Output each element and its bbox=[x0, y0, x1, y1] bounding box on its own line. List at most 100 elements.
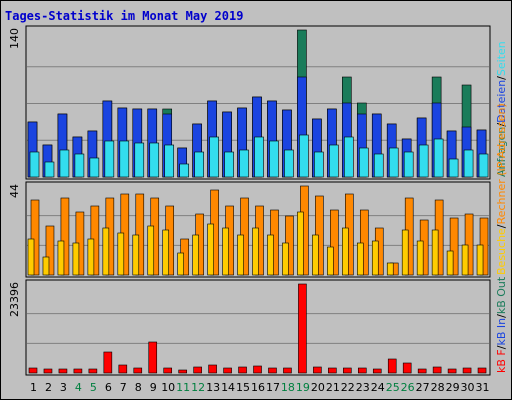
bar-seiten bbox=[29, 151, 40, 178]
legend-part: / bbox=[495, 314, 508, 318]
bar-kbytes bbox=[372, 368, 382, 374]
bar-kbytes bbox=[417, 368, 427, 374]
bar-besuche bbox=[222, 227, 229, 276]
legend-part: / bbox=[495, 76, 508, 80]
bar-seiten bbox=[194, 151, 204, 178]
bar-besuche bbox=[207, 223, 214, 276]
bar-besuche bbox=[386, 262, 394, 276]
bar-besuche bbox=[252, 227, 259, 276]
bar-rechner bbox=[330, 209, 339, 276]
bar-seiten bbox=[134, 142, 145, 178]
legend-part: Anfragen bbox=[495, 127, 508, 177]
bar-kbytes bbox=[313, 366, 322, 374]
day-label: 2 bbox=[45, 381, 52, 394]
bar-kbytes bbox=[462, 367, 472, 374]
day-label: 14 bbox=[221, 381, 235, 394]
bar-kbytes bbox=[447, 368, 457, 374]
day-label: 31 bbox=[476, 381, 490, 394]
bar-seiten bbox=[164, 144, 175, 178]
bar-besuche bbox=[461, 244, 469, 276]
legend-part: / bbox=[495, 345, 508, 349]
legend-part: Seiten bbox=[495, 41, 508, 76]
day-label: 24 bbox=[371, 381, 385, 394]
bar-seiten bbox=[149, 142, 160, 178]
y-max-label: 140 bbox=[8, 28, 21, 49]
legend-part: Dateien bbox=[495, 80, 508, 123]
bar-besuche bbox=[177, 252, 184, 276]
bar-rechner bbox=[464, 213, 474, 276]
legend-part: Rechner (IP-Adressen) bbox=[495, 103, 508, 224]
bar-kbytes bbox=[88, 368, 98, 374]
bar-besuche bbox=[162, 229, 170, 276]
day-label: 1 bbox=[30, 381, 37, 394]
bar-kbytes bbox=[268, 367, 277, 374]
bar-rechner bbox=[60, 197, 70, 276]
bar-seiten bbox=[89, 157, 100, 178]
day-label: 18 bbox=[281, 381, 295, 394]
bar-kbytes bbox=[208, 364, 217, 374]
day-label: 4 bbox=[75, 381, 82, 394]
day-label: 22 bbox=[341, 381, 355, 394]
bar-besuche bbox=[267, 234, 274, 276]
day-label: 13 bbox=[206, 381, 220, 394]
day-label: 9 bbox=[150, 381, 157, 394]
bar-kbytes bbox=[477, 367, 487, 374]
bar-kbytes bbox=[238, 366, 247, 374]
bar-besuche bbox=[371, 240, 379, 276]
legend-part: Besuche bbox=[495, 228, 508, 275]
day-label: 29 bbox=[446, 381, 460, 394]
bar-seiten bbox=[478, 153, 489, 178]
day-label: 30 bbox=[461, 381, 475, 394]
bar-kbytes bbox=[223, 367, 232, 374]
bar-rechner bbox=[45, 225, 55, 276]
bar-besuche bbox=[282, 242, 289, 276]
legend-part: kB In bbox=[495, 318, 508, 346]
bar-besuche bbox=[237, 234, 244, 276]
bar-kbytes bbox=[357, 367, 367, 374]
bar-besuche bbox=[446, 250, 454, 276]
bar-seiten bbox=[463, 149, 474, 178]
bar-seiten bbox=[358, 147, 369, 178]
chart-title: Tages-Statistik im Monat May 2019 bbox=[5, 9, 244, 23]
bar-kbytes bbox=[148, 341, 158, 374]
bar-kbytes bbox=[432, 366, 442, 374]
bar-besuche bbox=[476, 244, 484, 276]
day-label: 17 bbox=[266, 381, 280, 394]
bar-kbytes bbox=[328, 367, 337, 374]
bar-besuche bbox=[147, 225, 155, 276]
day-label: 5 bbox=[90, 381, 97, 394]
day-label: 28 bbox=[431, 381, 445, 394]
bar-seiten bbox=[448, 158, 459, 178]
day-label: 6 bbox=[105, 381, 112, 394]
bar-besuche bbox=[416, 240, 424, 276]
bar-rechner bbox=[359, 209, 369, 276]
bar-seiten bbox=[299, 134, 309, 178]
bar-kbytes bbox=[298, 283, 307, 374]
bar-seiten bbox=[59, 149, 70, 178]
series-legend: kB F/kB In/kB Out bbox=[495, 276, 508, 373]
bar-besuche bbox=[42, 256, 50, 276]
bar-seiten bbox=[344, 136, 354, 178]
bar-seiten bbox=[269, 140, 279, 178]
day-label: 12 bbox=[191, 381, 205, 394]
day-label: 27 bbox=[416, 381, 430, 394]
bar-seiten bbox=[388, 147, 399, 178]
bar-seiten bbox=[44, 161, 55, 178]
bar-besuche bbox=[57, 240, 65, 276]
bar-seiten bbox=[329, 144, 339, 178]
bar-rechner bbox=[449, 217, 459, 276]
bar-besuche bbox=[102, 227, 110, 276]
bar-seiten bbox=[74, 153, 85, 178]
day-label: 3 bbox=[60, 381, 67, 394]
bar-besuche bbox=[27, 238, 35, 276]
bar-besuche bbox=[117, 232, 125, 276]
bar-kbytes bbox=[283, 367, 292, 374]
bar-seiten bbox=[239, 149, 249, 178]
bar-rechner bbox=[30, 199, 40, 276]
bar-besuche bbox=[72, 242, 80, 276]
bar-kbytes bbox=[163, 367, 173, 374]
legend-part: kB Out bbox=[495, 276, 508, 314]
bar-seiten bbox=[254, 136, 264, 178]
bar-besuche bbox=[342, 227, 349, 276]
